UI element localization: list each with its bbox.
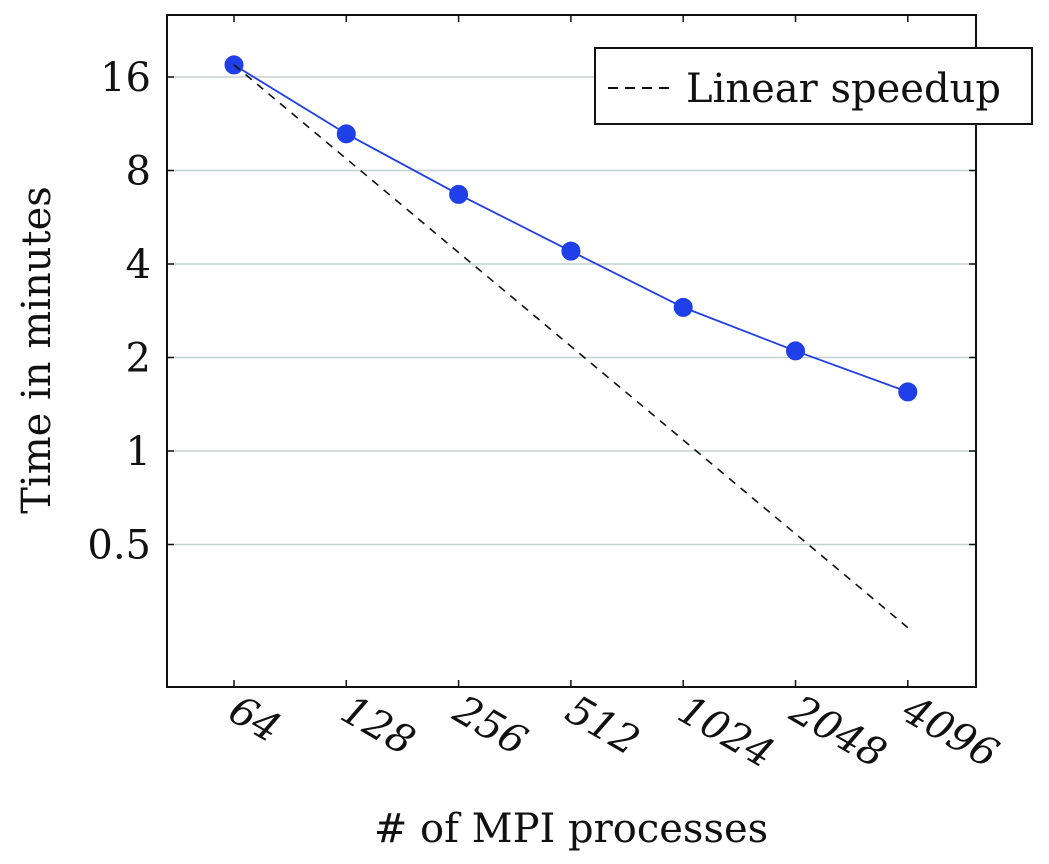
x-tick-label: 128	[333, 687, 422, 765]
x-tick-label: 256	[445, 686, 535, 765]
y-axis-title: Time in minutes	[14, 186, 60, 514]
data-point	[786, 341, 805, 361]
plot-frame	[166, 14, 977, 688]
data-point	[561, 241, 581, 261]
data-point	[673, 297, 693, 317]
y-tick-label: 8	[126, 149, 151, 195]
legend-label-linear-speedup: Linear speedup	[686, 66, 1001, 112]
y-tick-label: 0.5	[87, 523, 151, 569]
x-tick-label: 4096	[894, 686, 1006, 777]
x-tick-label: 1024	[670, 687, 781, 778]
y-tick-label: 1	[126, 429, 151, 475]
y-tick-label: 16	[100, 55, 151, 101]
tick-labels: 0.5 1 2 4 8 16 64 128 256 512 1024 2048 4096	[87, 55, 1006, 778]
data-point	[449, 184, 469, 204]
series-layer	[224, 55, 918, 629]
x-tick-label: 2048	[782, 686, 894, 777]
linear-speedup-line	[233, 64, 909, 629]
data-point	[898, 382, 918, 402]
legend-box	[594, 47, 1033, 125]
x-tick-label: 512	[558, 687, 647, 765]
x-tick-label: 64	[221, 687, 288, 752]
legend: Linear speedup	[594, 47, 1033, 125]
y-tick-label: 2	[126, 336, 151, 382]
data-point	[336, 124, 356, 144]
y-tick-label: 4	[126, 242, 151, 288]
x-axis-title: # of MPI processes	[374, 806, 768, 852]
grid-lines	[167, 76, 976, 546]
